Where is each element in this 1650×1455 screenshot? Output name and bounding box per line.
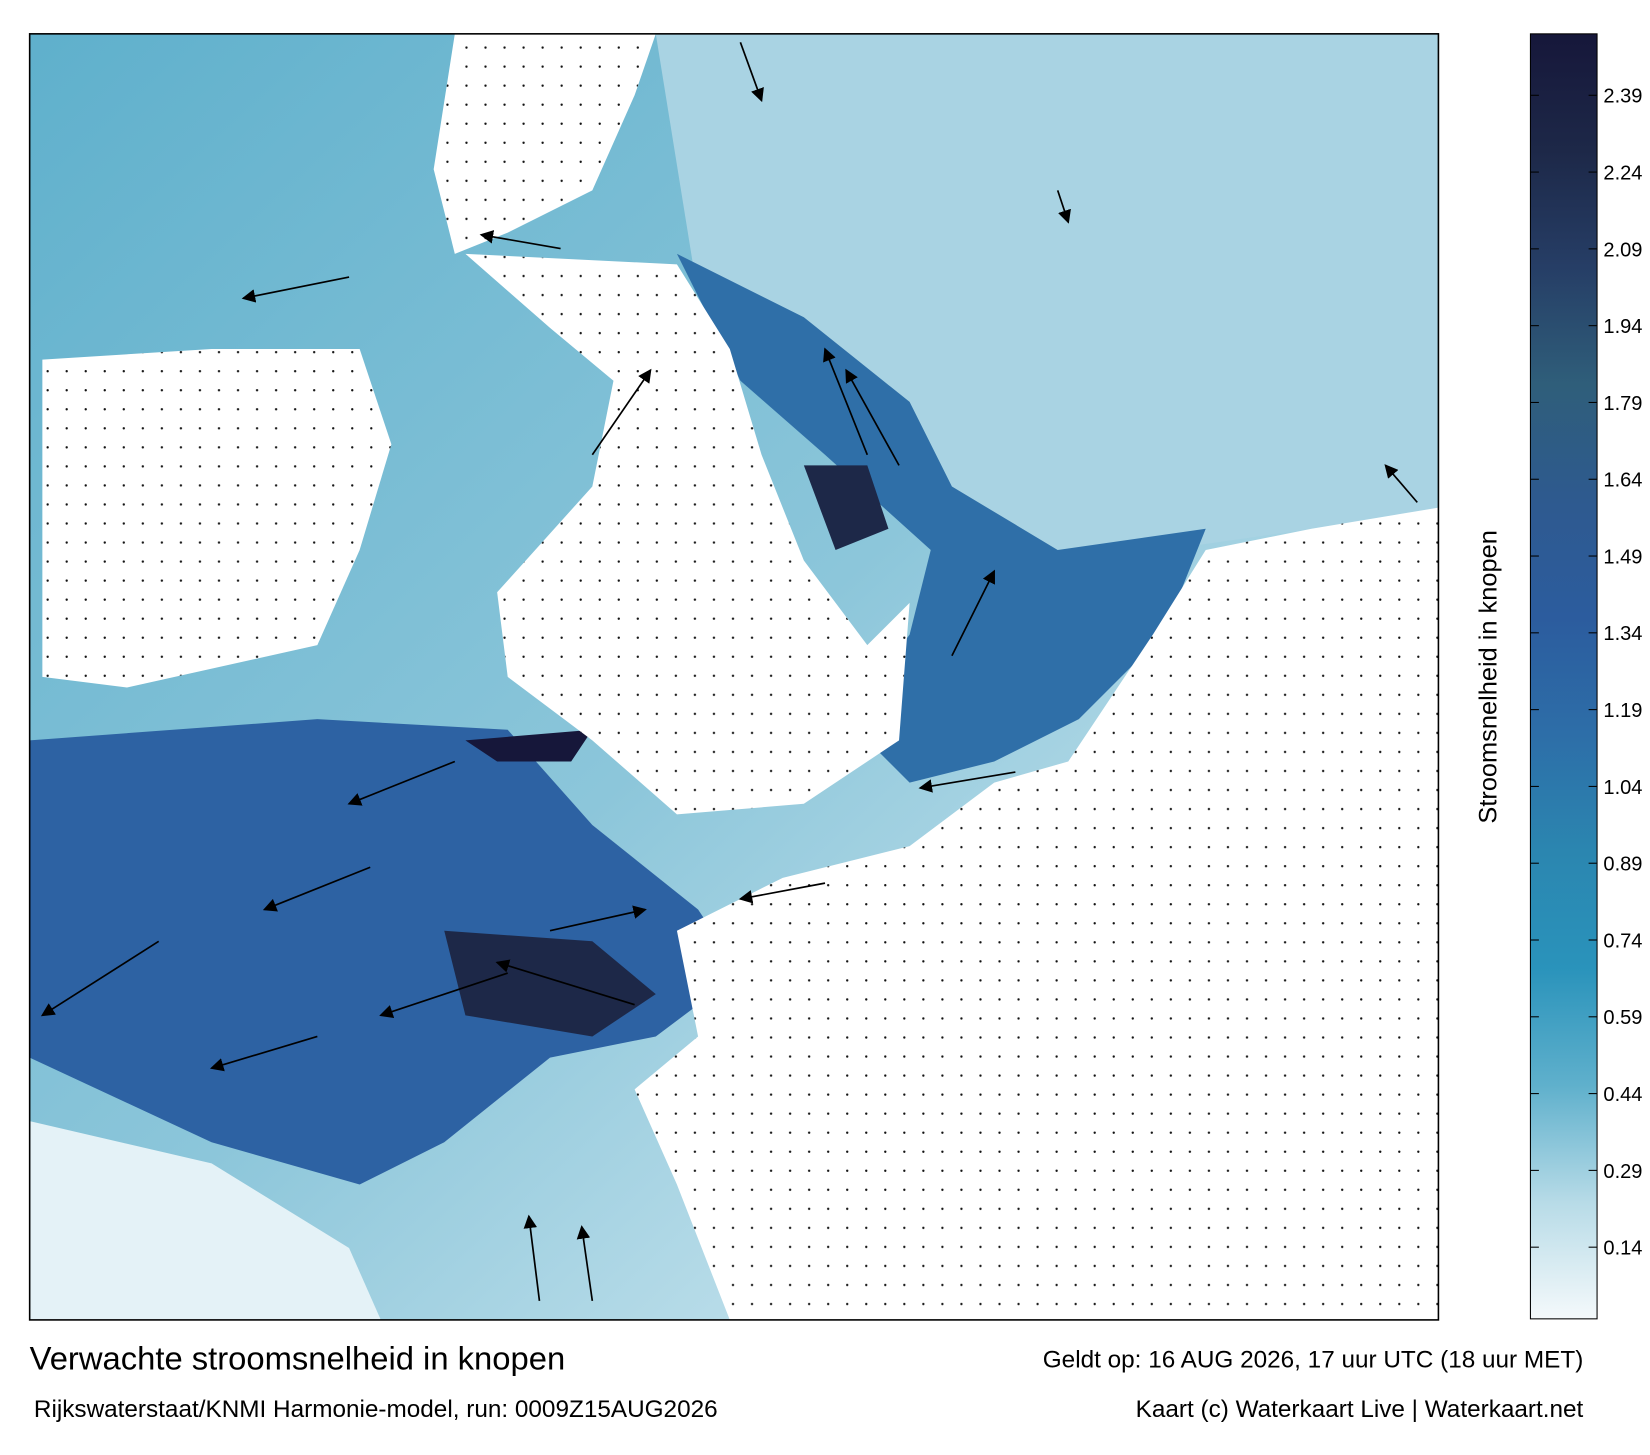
colorbar-tick-label: 1.19 (1603, 700, 1642, 722)
valid-time: Geldt op: 16 AUG 2026, 17 uur UTC (18 uu… (1043, 1347, 1584, 1374)
colorbar-tick-label: 1.49 (1603, 546, 1642, 568)
colorbar-tick-label: 0.44 (1603, 1084, 1642, 1106)
colorbar-tick-label: 0.59 (1603, 1007, 1642, 1029)
current-arrows (40, 42, 1418, 1301)
channel (29, 719, 741, 1185)
credit: Kaart (c) Waterkaart Live | Waterkaart.n… (1136, 1396, 1584, 1423)
source: Rijkswaterstaat/KNMI Harmonie-model, run… (34, 1396, 718, 1423)
map-frame (28, 33, 1440, 1321)
map (28, 33, 1440, 1321)
colorbar-tick-label: 1.94 (1603, 316, 1642, 338)
colorbar-tick-label: 1.64 (1603, 470, 1642, 492)
colorbar-label: Stroomsnelheid in knopen (1475, 530, 1503, 823)
sea-north (655, 33, 1439, 593)
channel-deep (465, 729, 593, 762)
colorbar-tick-label: 2.09 (1603, 239, 1642, 261)
colorbar-tick-label: 2.24 (1603, 162, 1642, 184)
colorbar (1529, 33, 1598, 1320)
colorbar-tick-label: 2.39 (1603, 86, 1642, 108)
shallow (29, 1121, 381, 1320)
colorbar-tick-label: 0.89 (1603, 854, 1642, 876)
colorbar-tick-label: 0.29 (1603, 1161, 1642, 1183)
colorbar-tick-label: 1.79 (1603, 393, 1642, 415)
channel (676, 253, 1206, 783)
colorbar-tick-label: 0.14 (1603, 1238, 1642, 1260)
channel-deep (444, 930, 656, 1037)
colorbar-tick-label: 1.04 (1603, 777, 1642, 799)
grid-dots (42, 33, 1439, 1320)
title: Verwachte stroomsnelheid in knopen (30, 1340, 566, 1377)
colorbar-tick-label: 1.34 (1603, 623, 1642, 645)
colorbar-tick-label: 0.74 (1603, 930, 1642, 952)
channel-deep (803, 465, 889, 550)
